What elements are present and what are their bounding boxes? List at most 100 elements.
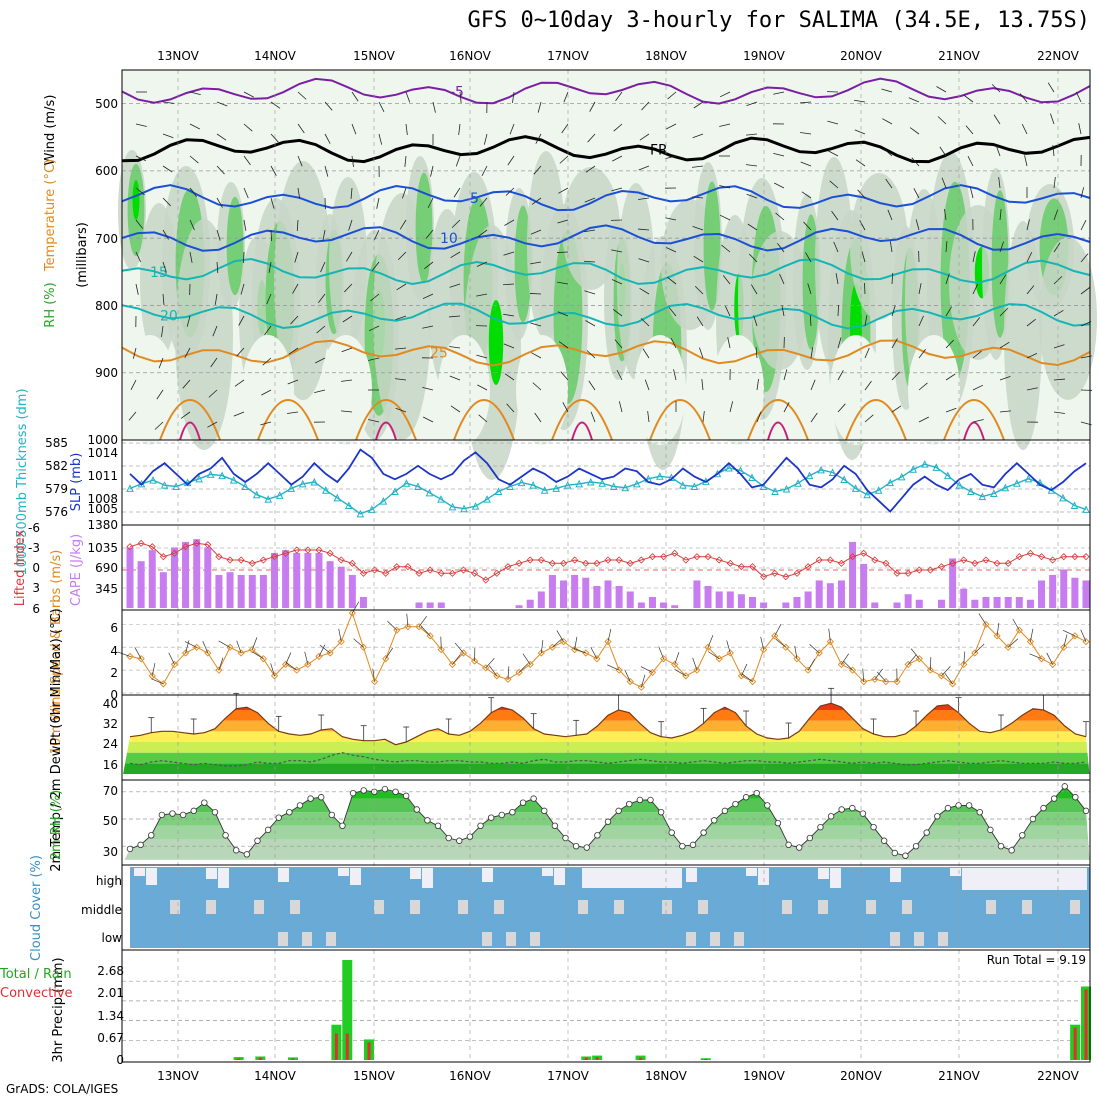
li-point <box>270 553 279 561</box>
surface-wind-barb <box>452 654 461 665</box>
wind-barb <box>216 101 228 107</box>
wind-barb <box>667 91 677 100</box>
wind-barb <box>189 123 200 130</box>
li-point <box>315 546 323 554</box>
cape-bar <box>571 574 579 608</box>
thickness-point <box>840 475 848 483</box>
cloud-middle <box>410 900 420 914</box>
isotherm-hot-loop <box>747 399 809 441</box>
wind-speed-point <box>1004 643 1012 651</box>
surface-wind-barb <box>640 666 653 673</box>
temp-band <box>122 752 1090 764</box>
wind-barb <box>378 101 385 112</box>
wind-barb <box>701 379 704 391</box>
wind-barb <box>351 123 357 135</box>
rh-dry <box>124 335 176 445</box>
wind-barb <box>264 325 272 336</box>
wind-barb <box>132 347 137 359</box>
rh-point <box>233 847 240 854</box>
rh-point <box>179 811 187 819</box>
li-point <box>893 569 901 577</box>
cloud-low <box>482 932 492 946</box>
wind-speed-point <box>170 660 179 669</box>
wind-barb <box>972 251 976 263</box>
wind-barb <box>395 407 407 413</box>
wind-barb <box>883 148 893 157</box>
wind-barb <box>402 187 407 199</box>
wind-barb <box>395 347 407 350</box>
li-point <box>393 563 401 571</box>
wind-barb <box>692 165 704 168</box>
wind-barb <box>972 350 982 359</box>
wind-barb <box>1053 242 1061 253</box>
x-tick-top: 22NOV <box>1037 49 1079 63</box>
rh-point <box>944 804 952 812</box>
wind-barb <box>891 338 898 349</box>
thickness-point <box>725 463 733 472</box>
rh-point <box>254 837 261 844</box>
li-point <box>359 569 368 577</box>
wind-barb <box>864 347 870 359</box>
wind-barb <box>833 241 839 253</box>
cloud-middle <box>698 900 708 914</box>
wind-barb <box>292 283 299 294</box>
cloud-low <box>890 932 900 946</box>
y-tick-precip: 0.67 <box>97 1031 124 1045</box>
wind-barb <box>558 187 569 194</box>
wind-speed-point <box>1049 660 1057 669</box>
wind-barb <box>891 405 902 413</box>
wind-barb <box>639 133 650 141</box>
x-axis-bottom: 13NOV 14NOV 15NOV 16NOV 17NOV 18NOV 19NO… <box>157 1069 1079 1083</box>
surface-wind-barb <box>775 638 787 648</box>
surface-wind-barb <box>862 668 865 682</box>
wind-barb <box>455 155 461 167</box>
rh-point <box>158 811 166 819</box>
li-point <box>426 566 434 574</box>
temp-band <box>122 742 1090 753</box>
precip-total-bar <box>342 960 353 1060</box>
cape-bar <box>1015 596 1023 608</box>
wind-barb <box>1021 123 1028 135</box>
cloud-high <box>890 868 901 882</box>
wind-speed-point <box>337 637 345 646</box>
wind-barb <box>773 91 785 95</box>
wind-barb <box>424 261 434 270</box>
surface-wind-barb <box>304 651 309 665</box>
surface-wind-barb <box>318 644 326 657</box>
li-point <box>515 559 523 567</box>
wind-barb <box>972 419 984 423</box>
wind-barb <box>1053 209 1059 221</box>
rh-band <box>175 219 233 450</box>
thickness-point <box>333 493 342 502</box>
thickness-point <box>932 463 941 471</box>
rh-point <box>891 849 898 857</box>
wind-barb <box>530 229 542 235</box>
surface-wind-barb <box>876 671 887 682</box>
li-point <box>248 559 256 567</box>
cloud-high <box>686 868 697 882</box>
wind-barb <box>615 91 623 102</box>
surface-wind-barb <box>726 640 731 654</box>
surface-wind-barb <box>353 638 364 648</box>
wind-speed-point <box>826 637 834 646</box>
rh-point <box>774 819 782 827</box>
wind-speed-point <box>593 655 601 663</box>
precip-side-convective: Convective <box>0 986 73 1001</box>
surface-wind-barb <box>607 664 620 671</box>
wind-barb <box>505 187 515 196</box>
li-point <box>860 549 868 557</box>
cloud-low <box>278 932 288 946</box>
isotherm-label: FR <box>650 142 668 158</box>
cloud-middle <box>782 900 792 914</box>
surface-wind-barb <box>843 660 853 671</box>
surface-wind-barb <box>352 601 360 614</box>
wind-barb <box>828 150 839 157</box>
wind-barb <box>368 357 380 361</box>
wind-speed-point <box>1015 626 1023 634</box>
wind-barb <box>638 228 650 231</box>
rh-point <box>424 817 431 824</box>
wind-barb <box>965 125 974 135</box>
thickness-point <box>563 481 572 489</box>
cloud-middle <box>374 900 384 914</box>
cape-bar <box>982 596 990 608</box>
